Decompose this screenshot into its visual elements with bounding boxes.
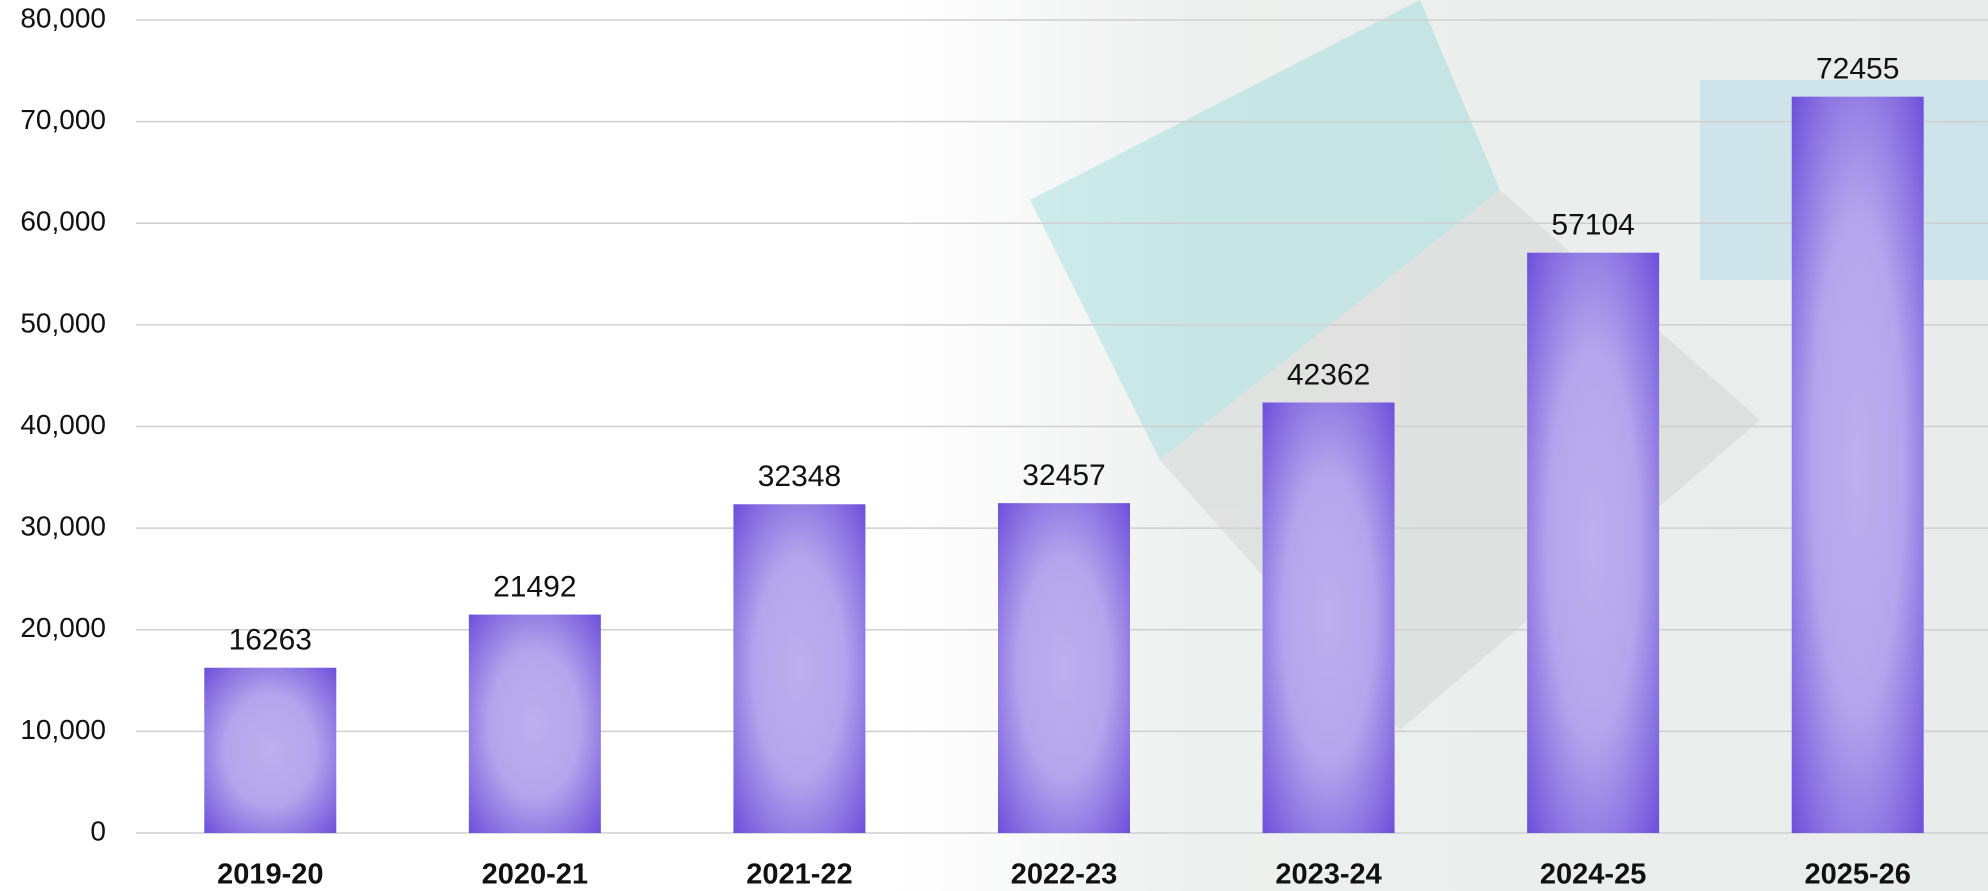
x-tick-label: 2024-25	[1540, 859, 1646, 891]
value-label: 21492	[493, 571, 576, 604]
value-label: 32348	[758, 460, 841, 493]
y-tick-label: 70,000	[20, 104, 106, 135]
bar	[733, 504, 865, 833]
x-tick-label: 2022-23	[1011, 859, 1117, 891]
value-label: 32457	[1022, 459, 1105, 492]
y-tick-label: 20,000	[20, 612, 106, 643]
bar	[1527, 253, 1659, 833]
y-tick-label: 10,000	[20, 714, 106, 745]
value-label: 16263	[229, 624, 312, 657]
y-tick-label: 40,000	[20, 409, 106, 440]
x-tick-label: 2019-20	[217, 859, 323, 891]
bar	[998, 503, 1130, 833]
x-tick-label: 2021-22	[746, 859, 852, 891]
value-label: 42362	[1287, 358, 1370, 391]
x-tick-label: 2025-26	[1804, 859, 1910, 891]
value-label: 72455	[1816, 53, 1899, 86]
bar	[469, 615, 601, 833]
chart: 0 10,000 20,000 30,000 40,000 50,000 60,000 70,…	[0, 0, 1988, 891]
bar	[1792, 97, 1924, 833]
y-tick-label: 80,000	[20, 2, 106, 33]
y-tick-label: 50,000	[20, 307, 106, 338]
y-tick-label: 0	[90, 815, 106, 846]
bar	[1263, 402, 1395, 833]
x-tick-label: 2023-24	[1275, 859, 1381, 891]
value-label: 57104	[1551, 209, 1634, 242]
y-tick-label: 30,000	[20, 511, 106, 542]
y-tick-label: 60,000	[20, 206, 106, 237]
bar	[204, 668, 336, 833]
x-tick-label: 2020-21	[482, 859, 588, 891]
